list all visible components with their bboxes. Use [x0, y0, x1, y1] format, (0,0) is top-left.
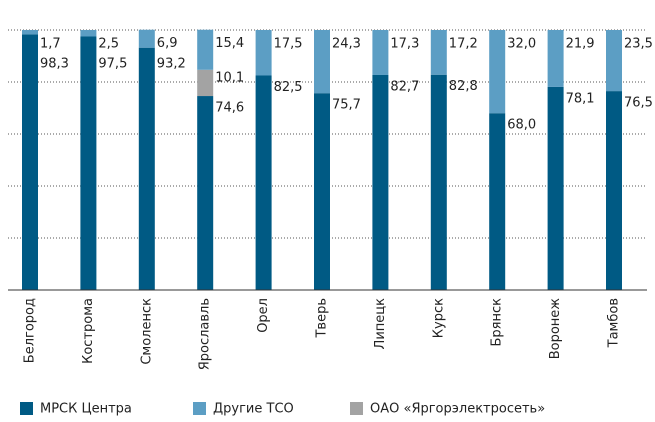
- bar-segment: [606, 91, 622, 290]
- x-tick-label: Орел: [256, 298, 271, 333]
- x-tick-label: Смоленск: [139, 298, 154, 365]
- data-label: 17,2: [449, 37, 478, 52]
- x-tick-label: Белгород: [23, 298, 38, 363]
- data-label: 17,5: [274, 37, 303, 52]
- data-label: 76,5: [624, 96, 653, 111]
- data-label: 24,3: [332, 37, 361, 52]
- x-tick-label: Тамбов: [607, 298, 622, 348]
- bar-segment: [22, 30, 38, 35]
- data-label: 82,5: [274, 80, 303, 95]
- bar-segment: [138, 29, 155, 48]
- data-label: 82,8: [449, 79, 478, 94]
- x-tick-label: Тверь: [315, 298, 330, 339]
- data-label: 74,6: [215, 101, 244, 116]
- bar-segment: [489, 30, 506, 114]
- bar-segment: [138, 47, 155, 291]
- legend-label: ОАО «Яргорэлектросеть»: [370, 402, 545, 417]
- bar-segment: [255, 75, 272, 290]
- bar-segment: [372, 74, 389, 290]
- data-label: 21,9: [566, 37, 595, 52]
- bar-segment: [22, 34, 38, 290]
- bar-segment: [197, 69, 214, 97]
- legend-swatch: [193, 402, 206, 415]
- x-tick-label: Воронеж: [548, 298, 563, 360]
- bar-segment: [430, 74, 447, 290]
- bar-segment: [606, 30, 622, 92]
- x-tick-label: Брянск: [490, 298, 505, 347]
- x-tick-label: Курск: [431, 298, 446, 338]
- data-label: 93,2: [157, 57, 186, 72]
- legend-swatch: [20, 402, 33, 415]
- data-label: 75,7: [332, 98, 361, 113]
- data-label: 32,0: [507, 37, 536, 52]
- legend-swatch: [350, 402, 363, 415]
- data-label: 68,0: [507, 118, 536, 133]
- data-label: 82,7: [390, 79, 419, 94]
- bar-segment: [255, 30, 272, 76]
- bar-segment: [372, 30, 389, 75]
- data-label: 15,4: [215, 36, 244, 51]
- bar-segment: [197, 29, 214, 70]
- data-label: 23,5: [624, 37, 653, 52]
- data-label: 10,1: [215, 70, 244, 85]
- data-label: 2,5: [98, 37, 119, 52]
- bar-segment: [489, 113, 506, 290]
- bar-segment: [547, 30, 564, 87]
- bar-segment: [314, 93, 330, 291]
- data-label: 17,3: [390, 37, 419, 52]
- bar-segment: [547, 86, 564, 290]
- legend-label: Другие ТСО: [213, 402, 294, 417]
- x-tick-label: Кострома: [81, 298, 96, 364]
- bar-segment: [80, 30, 97, 37]
- legend-label: МРСК Центра: [40, 402, 132, 417]
- data-label: 78,1: [566, 91, 595, 106]
- data-label: 98,3: [40, 57, 69, 72]
- bar-segment: [197, 96, 214, 290]
- bar-segment: [80, 36, 97, 290]
- x-tick-label: Липецк: [373, 298, 388, 350]
- data-label: 97,5: [98, 57, 127, 72]
- data-label: 1,7: [40, 37, 61, 52]
- x-tick-label: Ярославль: [198, 298, 213, 370]
- data-label: 6,9: [157, 36, 178, 51]
- bar-segment: [430, 30, 447, 75]
- bar-segment: [314, 30, 330, 94]
